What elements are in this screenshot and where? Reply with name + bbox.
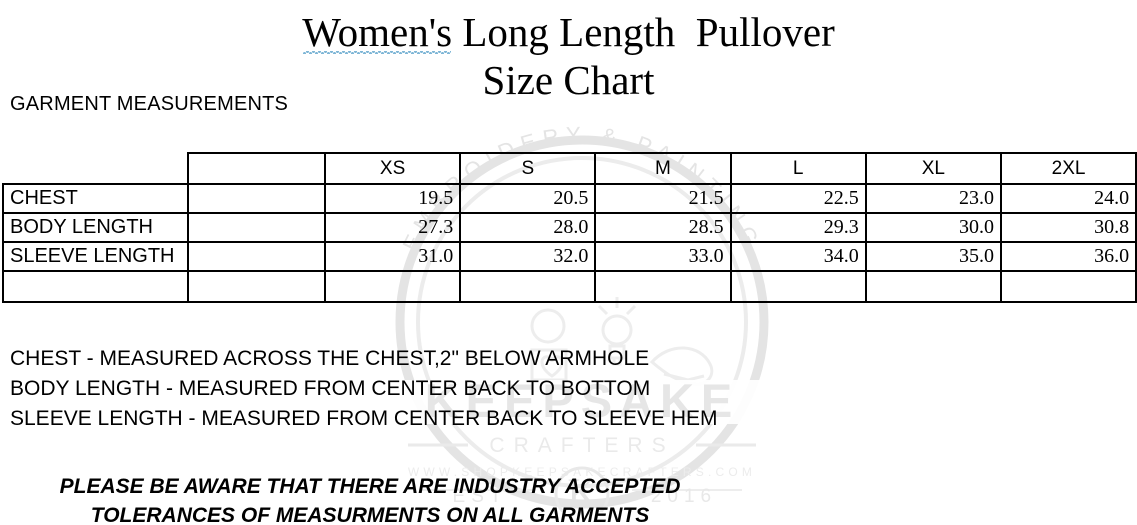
cell-sleeve-length-m: 33.0 [594, 241, 732, 272]
header-corner-cell [3, 153, 188, 184]
measurement-notes: CHEST - MEASURED ACROSS THE CHEST,2" BEL… [10, 344, 718, 434]
empty-cell-xs [323, 270, 462, 303]
empty-cell-l [729, 270, 867, 303]
cell-body-length-2xl: 30.8 [999, 212, 1137, 243]
size-chart-table: XS S M L XL 2XL CHEST 19.5 20.5 21.5 22.… [2, 152, 1137, 303]
cell-sleeve-length-xs: 31.0 [323, 241, 462, 272]
page-title: Women's Long Length Pullover Size Chart [0, 8, 1137, 104]
row-spacer-sleeve-length [187, 241, 326, 272]
row-label-sleeve-length: SLEEVE LENGTH [2, 241, 189, 272]
cell-body-length-xs: 27.3 [323, 212, 462, 243]
title-misspelled-word: Women's [302, 9, 453, 55]
row-label-body-length: BODY LENGTH [2, 212, 189, 243]
header-size-xl: XL [864, 152, 1002, 185]
tolerance-disclaimer: PLEASE BE AWARE THAT THERE ARE INDUSTRY … [0, 472, 740, 525]
row-spacer-chest [187, 183, 326, 214]
table-row-empty [2, 270, 1137, 303]
header-spacer-cell [187, 152, 326, 185]
row-label-chest: CHEST [2, 183, 189, 214]
empty-cell-2xl [999, 270, 1137, 303]
table-row: SLEEVE LENGTH 31.0 32.0 33.0 34.0 35.0 3… [2, 241, 1137, 272]
cell-sleeve-length-xl: 35.0 [864, 241, 1002, 272]
header-size-2xl: 2XL [999, 152, 1137, 185]
empty-row-spacer [187, 270, 326, 303]
cell-sleeve-length-s: 32.0 [459, 241, 597, 272]
cell-body-length-xl: 30.0 [864, 212, 1002, 243]
garment-measurements-label: GARMENT MEASUREMENTS [10, 93, 289, 115]
disclaimer-line-2: TOLERANCES OF MEASURMENTS ON ALL GARMENT… [90, 504, 650, 525]
cell-chest-xs: 19.5 [323, 183, 462, 214]
size-chart-table-container: XS S M L XL 2XL CHEST 19.5 20.5 21.5 22.… [2, 152, 1137, 303]
title-line-1: Women's Long Length Pullover [0, 8, 1137, 56]
empty-row-label [2, 270, 189, 303]
row-spacer-body-length [187, 212, 326, 243]
cell-sleeve-length-l: 34.0 [729, 241, 867, 272]
title-line-2: Size Chart [482, 57, 655, 103]
note-chest: CHEST - MEASURED ACROSS THE CHEST,2" BEL… [10, 347, 650, 370]
header-size-m: M [594, 152, 732, 185]
note-sleeve-length: SLEEVE LENGTH - MEASURED FROM CENTER BAC… [10, 407, 718, 430]
empty-cell-s [459, 270, 597, 303]
title-line-1-rest: Long Length Pullover [452, 9, 835, 55]
cell-chest-2xl: 24.0 [999, 183, 1137, 214]
cell-chest-xl: 23.0 [864, 183, 1002, 214]
cell-sleeve-length-2xl: 36.0 [999, 241, 1137, 272]
header-size-xs: XS [323, 152, 462, 185]
table-row: BODY LENGTH 27.3 28.0 28.5 29.3 30.0 30.… [2, 212, 1137, 243]
cell-chest-l: 22.5 [729, 183, 867, 214]
cell-body-length-l: 29.3 [729, 212, 867, 243]
table-row: CHEST 19.5 20.5 21.5 22.5 23.0 24.0 [2, 183, 1137, 214]
cell-chest-m: 21.5 [594, 183, 732, 214]
header-size-l: L [729, 152, 867, 185]
table-header-row: XS S M L XL 2XL [3, 152, 1137, 185]
disclaimer-line-1: PLEASE BE AWARE THAT THERE ARE INDUSTRY … [59, 475, 681, 498]
header-size-s: S [459, 152, 597, 185]
empty-cell-m [594, 270, 732, 303]
note-body-length: BODY LENGTH - MEASURED FROM CENTER BACK … [10, 377, 651, 400]
cell-chest-s: 20.5 [459, 183, 597, 214]
cell-body-length-m: 28.5 [594, 212, 732, 243]
cell-body-length-s: 28.0 [459, 212, 597, 243]
watermark-subbrand: CRAFTERS [489, 434, 674, 457]
empty-cell-xl [864, 270, 1002, 303]
